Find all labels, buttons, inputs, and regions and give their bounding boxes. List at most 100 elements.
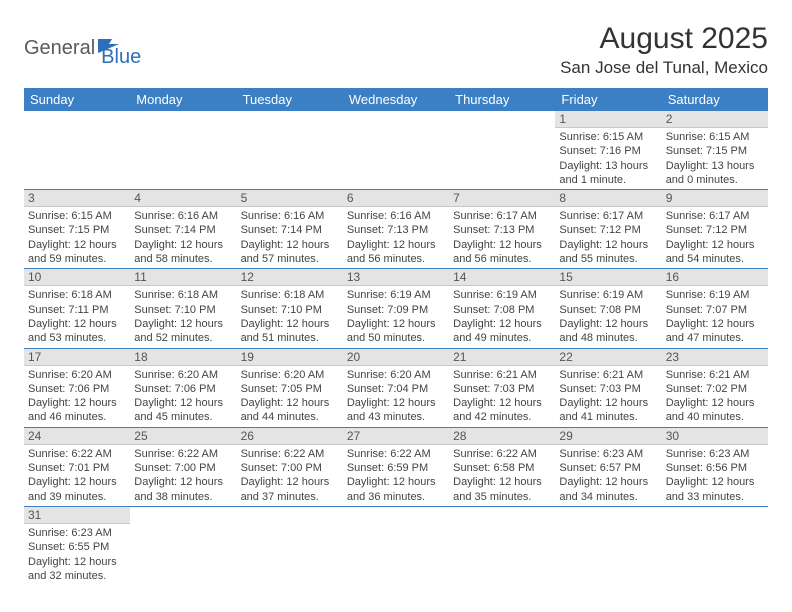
sunrise-line: Sunrise: 6:18 AM xyxy=(241,288,339,302)
day-number: 1 xyxy=(555,111,661,128)
calendar-cell: 15Sunrise: 6:19 AMSunset: 7:08 PMDayligh… xyxy=(555,269,661,348)
day-number: 4 xyxy=(130,190,236,207)
daylight-line: Daylight: 12 hours and 46 minutes. xyxy=(28,396,126,425)
sunset-line: Sunset: 7:03 PM xyxy=(559,382,657,396)
day-details: Sunrise: 6:22 AMSunset: 6:59 PMDaylight:… xyxy=(343,445,449,506)
daylight-line: Daylight: 12 hours and 32 minutes. xyxy=(28,555,126,584)
sunset-line: Sunset: 7:08 PM xyxy=(559,303,657,317)
day-details: Sunrise: 6:19 AMSunset: 7:07 PMDaylight:… xyxy=(662,286,768,347)
sunset-line: Sunset: 7:10 PM xyxy=(241,303,339,317)
calendar-cell: 7Sunrise: 6:17 AMSunset: 7:13 PMDaylight… xyxy=(449,190,555,269)
calendar-cell: 27Sunrise: 6:22 AMSunset: 6:59 PMDayligh… xyxy=(343,427,449,506)
day-details: Sunrise: 6:22 AMSunset: 7:01 PMDaylight:… xyxy=(24,445,130,506)
page-title: August 2025 xyxy=(560,22,768,56)
day-number: 16 xyxy=(662,269,768,286)
daylight-line: Daylight: 12 hours and 38 minutes. xyxy=(134,475,232,504)
day-number: 6 xyxy=(343,190,449,207)
sunrise-line: Sunrise: 6:21 AM xyxy=(559,368,657,382)
empty-day xyxy=(449,111,555,127)
sunset-line: Sunset: 7:12 PM xyxy=(559,223,657,237)
calendar-cell xyxy=(343,111,449,190)
calendar-cell xyxy=(237,506,343,585)
calendar-cell: 14Sunrise: 6:19 AMSunset: 7:08 PMDayligh… xyxy=(449,269,555,348)
sunset-line: Sunset: 6:59 PM xyxy=(347,461,445,475)
day-number: 15 xyxy=(555,269,661,286)
day-details: Sunrise: 6:21 AMSunset: 7:03 PMDaylight:… xyxy=(555,366,661,427)
sunset-line: Sunset: 7:05 PM xyxy=(241,382,339,396)
sunrise-line: Sunrise: 6:23 AM xyxy=(28,526,126,540)
day-header: Wednesday xyxy=(343,88,449,111)
calendar-cell: 8Sunrise: 6:17 AMSunset: 7:12 PMDaylight… xyxy=(555,190,661,269)
daylight-line: Daylight: 12 hours and 35 minutes. xyxy=(453,475,551,504)
sunrise-line: Sunrise: 6:22 AM xyxy=(453,447,551,461)
daylight-line: Daylight: 12 hours and 58 minutes. xyxy=(134,238,232,267)
calendar-cell: 9Sunrise: 6:17 AMSunset: 7:12 PMDaylight… xyxy=(662,190,768,269)
calendar-cell: 30Sunrise: 6:23 AMSunset: 6:56 PMDayligh… xyxy=(662,427,768,506)
day-details: Sunrise: 6:16 AMSunset: 7:14 PMDaylight:… xyxy=(130,207,236,268)
calendar-cell: 28Sunrise: 6:22 AMSunset: 6:58 PMDayligh… xyxy=(449,427,555,506)
calendar-cell xyxy=(555,506,661,585)
day-header: Friday xyxy=(555,88,661,111)
sunset-line: Sunset: 7:03 PM xyxy=(453,382,551,396)
calendar-cell: 19Sunrise: 6:20 AMSunset: 7:05 PMDayligh… xyxy=(237,348,343,427)
calendar-row: 1Sunrise: 6:15 AMSunset: 7:16 PMDaylight… xyxy=(24,111,768,190)
calendar-cell: 1Sunrise: 6:15 AMSunset: 7:16 PMDaylight… xyxy=(555,111,661,190)
daylight-line: Daylight: 12 hours and 50 minutes. xyxy=(347,317,445,346)
sunrise-line: Sunrise: 6:17 AM xyxy=(559,209,657,223)
day-number: 26 xyxy=(237,428,343,445)
daylight-line: Daylight: 12 hours and 56 minutes. xyxy=(347,238,445,267)
daylight-line: Daylight: 12 hours and 57 minutes. xyxy=(241,238,339,267)
brand-name-1: General xyxy=(24,37,95,60)
sunset-line: Sunset: 6:58 PM xyxy=(453,461,551,475)
day-details: Sunrise: 6:19 AMSunset: 7:08 PMDaylight:… xyxy=(449,286,555,347)
brand-name-2: Blue xyxy=(101,46,141,68)
day-number: 14 xyxy=(449,269,555,286)
day-number: 20 xyxy=(343,349,449,366)
day-details: Sunrise: 6:17 AMSunset: 7:12 PMDaylight:… xyxy=(662,207,768,268)
sunset-line: Sunset: 7:01 PM xyxy=(28,461,126,475)
sunset-line: Sunset: 7:02 PM xyxy=(666,382,764,396)
day-details: Sunrise: 6:18 AMSunset: 7:10 PMDaylight:… xyxy=(130,286,236,347)
sunset-line: Sunset: 7:09 PM xyxy=(347,303,445,317)
calendar-cell: 5Sunrise: 6:16 AMSunset: 7:14 PMDaylight… xyxy=(237,190,343,269)
daylight-line: Daylight: 12 hours and 54 minutes. xyxy=(666,238,764,267)
day-details: Sunrise: 6:15 AMSunset: 7:16 PMDaylight:… xyxy=(555,128,661,189)
daylight-line: Daylight: 12 hours and 34 minutes. xyxy=(559,475,657,504)
day-number: 11 xyxy=(130,269,236,286)
sunrise-line: Sunrise: 6:23 AM xyxy=(559,447,657,461)
calendar-cell xyxy=(237,111,343,190)
sunrise-line: Sunrise: 6:23 AM xyxy=(666,447,764,461)
day-details: Sunrise: 6:19 AMSunset: 7:09 PMDaylight:… xyxy=(343,286,449,347)
day-number: 5 xyxy=(237,190,343,207)
sunrise-line: Sunrise: 6:20 AM xyxy=(347,368,445,382)
day-details: Sunrise: 6:18 AMSunset: 7:11 PMDaylight:… xyxy=(24,286,130,347)
day-header-row: SundayMondayTuesdayWednesdayThursdayFrid… xyxy=(24,88,768,111)
day-details: Sunrise: 6:16 AMSunset: 7:14 PMDaylight:… xyxy=(237,207,343,268)
daylight-line: Daylight: 12 hours and 36 minutes. xyxy=(347,475,445,504)
sunrise-line: Sunrise: 6:16 AM xyxy=(347,209,445,223)
sunrise-line: Sunrise: 6:17 AM xyxy=(453,209,551,223)
calendar-cell xyxy=(130,111,236,190)
sunset-line: Sunset: 7:13 PM xyxy=(347,223,445,237)
calendar-cell: 16Sunrise: 6:19 AMSunset: 7:07 PMDayligh… xyxy=(662,269,768,348)
calendar-cell: 31Sunrise: 6:23 AMSunset: 6:55 PMDayligh… xyxy=(24,506,130,585)
sunset-line: Sunset: 7:06 PM xyxy=(134,382,232,396)
day-number: 9 xyxy=(662,190,768,207)
daylight-line: Daylight: 12 hours and 53 minutes. xyxy=(28,317,126,346)
sunrise-line: Sunrise: 6:21 AM xyxy=(666,368,764,382)
calendar-cell: 4Sunrise: 6:16 AMSunset: 7:14 PMDaylight… xyxy=(130,190,236,269)
day-details: Sunrise: 6:15 AMSunset: 7:15 PMDaylight:… xyxy=(24,207,130,268)
day-number: 10 xyxy=(24,269,130,286)
sunrise-line: Sunrise: 6:16 AM xyxy=(241,209,339,223)
calendar-table: SundayMondayTuesdayWednesdayThursdayFrid… xyxy=(24,88,768,585)
calendar-cell: 26Sunrise: 6:22 AMSunset: 7:00 PMDayligh… xyxy=(237,427,343,506)
day-details: Sunrise: 6:20 AMSunset: 7:06 PMDaylight:… xyxy=(130,366,236,427)
sunrise-line: Sunrise: 6:18 AM xyxy=(28,288,126,302)
sunset-line: Sunset: 7:07 PM xyxy=(666,303,764,317)
sunset-line: Sunset: 6:55 PM xyxy=(28,540,126,554)
day-details: Sunrise: 6:23 AMSunset: 6:56 PMDaylight:… xyxy=(662,445,768,506)
daylight-line: Daylight: 12 hours and 55 minutes. xyxy=(559,238,657,267)
empty-day xyxy=(343,111,449,127)
day-details: Sunrise: 6:16 AMSunset: 7:13 PMDaylight:… xyxy=(343,207,449,268)
day-details: Sunrise: 6:21 AMSunset: 7:03 PMDaylight:… xyxy=(449,366,555,427)
